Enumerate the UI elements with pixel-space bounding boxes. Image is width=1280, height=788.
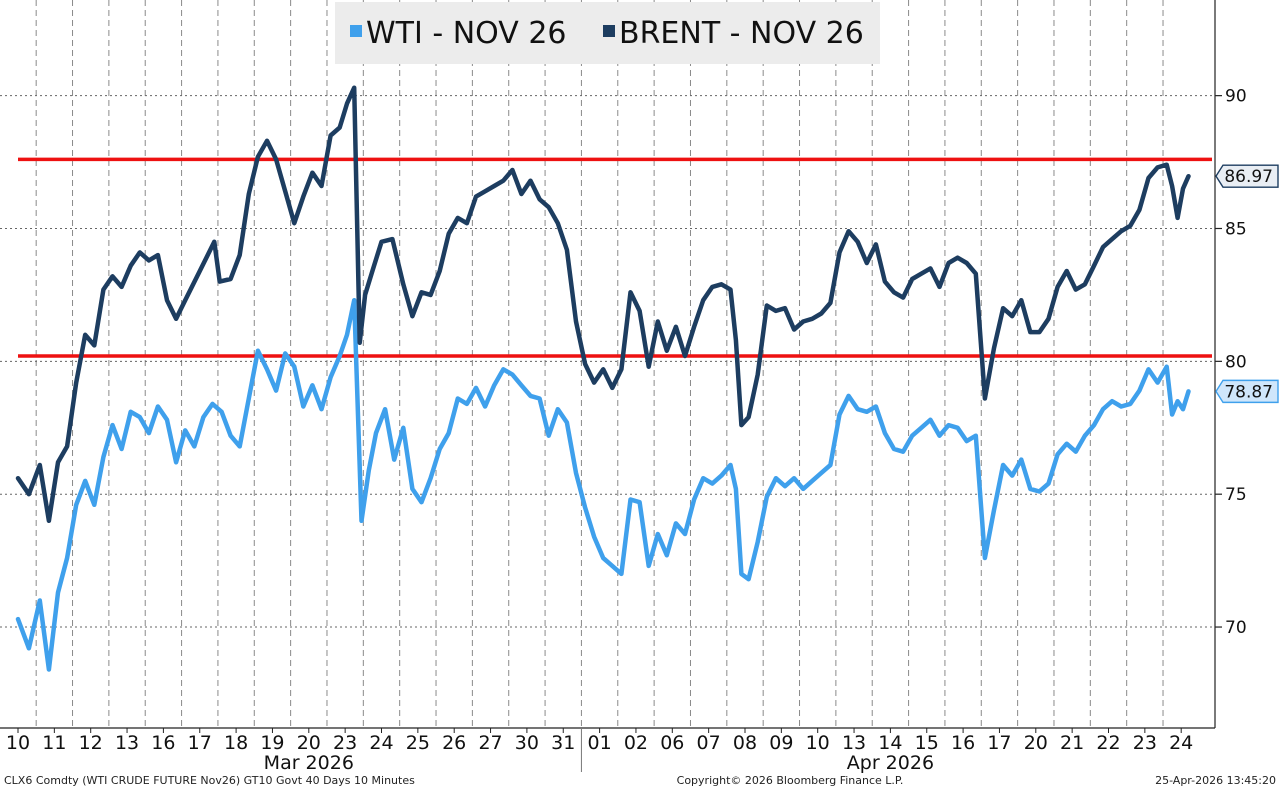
x-tick-label: 09 (769, 732, 793, 754)
legend-label-brent: BRENT - NOV 26 (619, 16, 864, 51)
brent-last-value-label: 86.97 (1224, 167, 1273, 187)
x-tick-label: 15 (915, 732, 939, 754)
grid-lines (0, 0, 1215, 728)
x-month-label: Mar 2026 (264, 752, 354, 774)
y-tick-label: 80 (1225, 352, 1247, 372)
x-tick-label: 17 (987, 732, 1011, 754)
y-axis: 70 75 80 85 90 (1215, 87, 1247, 638)
plot-area (0, 0, 1215, 728)
x-tick-label: 07 (697, 732, 721, 754)
y-tick-label: 85 (1225, 219, 1247, 239)
x-tick-label: 25 (406, 732, 430, 754)
x-tick-label: 16 (151, 732, 175, 754)
x-tick-label: 27 (478, 732, 502, 754)
level-lines (18, 157, 1212, 358)
footer-timestamp: 25-Apr-2026 13:45:20 (1155, 774, 1276, 787)
x-tick-label: 24 (369, 732, 393, 754)
x-tick-label: 10 (6, 732, 30, 754)
x-tick-label: 23 (1133, 732, 1157, 754)
x-tick-label: 14 (878, 732, 902, 754)
legend-swatch-brent (603, 25, 615, 37)
last-value-tags: 78.87 86.97 (1215, 164, 1279, 404)
legend-swatch-wti (350, 25, 362, 37)
x-tick-label: 30 (515, 732, 539, 754)
brent-last-value-tag (1215, 164, 1279, 188)
y-tick-label: 70 (1225, 618, 1247, 638)
wti-last-value-tag (1215, 379, 1279, 404)
x-tick-label: 20 (1024, 732, 1048, 754)
x-tick-label: 19 (260, 732, 284, 754)
wti-series-line (15, 297, 1191, 672)
x-tick-label: 17 (188, 732, 212, 754)
x-tick-label: 16 (951, 732, 975, 754)
legend-label-wti: WTI - NOV 26 (366, 16, 567, 51)
x-tick-label: 06 (660, 732, 684, 754)
x-tick-label: 21 (1060, 732, 1084, 754)
x-tick-label: 02 (624, 732, 648, 754)
x-tick-label: 12 (79, 732, 103, 754)
x-tick-label: 08 (733, 732, 757, 754)
x-tick-label: 01 (588, 732, 612, 754)
wti-last-value-label: 78.87 (1224, 382, 1273, 402)
x-tick-label: 22 (1096, 732, 1120, 754)
x-axis: 10 11 12 13 16 17 18 19 20 23 24 25 26 27 30 31 01 02 06 07… (6, 728, 1193, 774)
x-tick-label: 18 (224, 732, 248, 754)
legend: WTI - NOV 26 BRENT - NOV 26 (335, 2, 880, 64)
x-tick-label: 10 (806, 732, 830, 754)
x-tick-label: 11 (42, 732, 66, 754)
footer-ticker-description: CLX6 Comdty (WTI CRUDE FUTURE Nov26) GT1… (4, 774, 415, 787)
series-lines (15, 85, 1191, 672)
x-tick-label: 23 (333, 732, 357, 754)
x-tick-label: 26 (442, 732, 466, 754)
y-tick-label: 90 (1225, 87, 1247, 107)
x-tick-label: 31 (551, 732, 575, 754)
x-tick-label: 13 (842, 732, 866, 754)
footer-copyright: Copyright© 2026 Bloomberg Finance L.P. (677, 774, 904, 787)
x-tick-label: 24 (1169, 732, 1193, 754)
x-tick-label: 20 (297, 732, 321, 754)
x-tick-label: 13 (115, 732, 139, 754)
brent-series-line (15, 85, 1191, 524)
x-month-label: Apr 2026 (847, 752, 934, 774)
y-tick-label: 75 (1225, 485, 1247, 505)
